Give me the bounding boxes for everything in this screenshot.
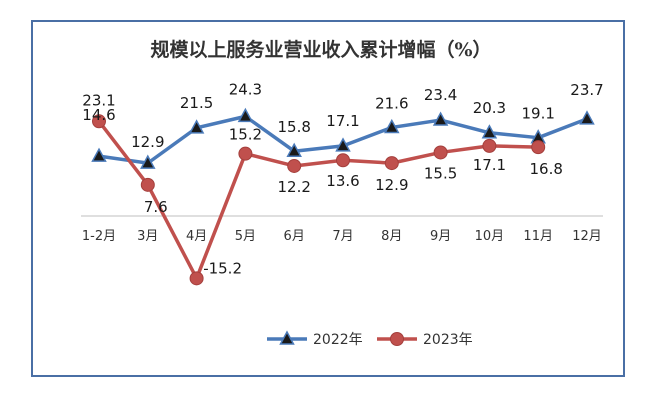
data-point-0-2 — [188, 119, 205, 134]
line-chart: 规模以上服务业营业收入累计增幅（%） 1-2月 3月 4月 5月 6月 7月 8月 9月 10月… — [81, 38, 604, 348]
data-point-1-4 — [287, 158, 302, 173]
data-label-2023-4: 12.2 — [277, 178, 310, 196]
data-label-2022-2: 21.5 — [180, 94, 213, 112]
data-label-2023-0: 23.1 — [82, 91, 115, 109]
chart-frame: 规模以上服务业营业收入累计增幅（%） 1-2月 3月 4月 5月 6月 7月 8月 9月 10月… — [31, 20, 625, 377]
x-tick-label-0: 1-2月 — [82, 229, 116, 244]
data-label-2023-9: 16.8 — [529, 160, 562, 178]
x-tick-label-9: 11月 — [523, 229, 553, 244]
data-point-1-9 — [531, 140, 546, 155]
legend: 2022年 2023年 — [267, 330, 473, 348]
x-tick-label-2: 4月 — [186, 229, 207, 244]
data-label-2022-4: 15.8 — [277, 118, 310, 136]
data-label-2023-6: 12.9 — [375, 176, 408, 194]
data-point-1-6 — [384, 156, 399, 171]
plot-area: 1-2月 3月 4月 5月 6月 7月 8月 9月 10月 11月 12月 14.6 12.9 21.5 2… — [81, 80, 604, 286]
data-point-0-1 — [140, 154, 156, 169]
data-point-0-3 — [237, 107, 254, 123]
x-tick-label-4: 6月 — [284, 229, 305, 244]
data-label-2023-1: 7.6 — [144, 198, 168, 216]
legend-marker-0 — [279, 330, 295, 345]
legend-marker-1 — [390, 332, 404, 346]
data-point-1-2 — [189, 271, 204, 286]
data-label-2023-2: -15.2 — [203, 259, 242, 277]
data-label-2023-3: 15.2 — [229, 126, 262, 144]
data-point-1-1 — [140, 177, 155, 192]
x-tick-label-3: 5月 — [235, 229, 256, 244]
x-tick-label-5: 7月 — [332, 229, 353, 244]
data-point-1-3 — [238, 146, 253, 161]
data-point-0-0 — [91, 147, 107, 162]
data-point-0-5 — [335, 137, 351, 152]
data-label-2022-7: 23.4 — [424, 86, 457, 104]
data-label-2022-10: 23.7 — [570, 81, 603, 99]
data-point-0-7 — [432, 111, 449, 126]
data-label-2023-7: 15.5 — [424, 164, 457, 182]
data-point-1-8 — [482, 138, 497, 153]
data-label-2022-1: 12.9 — [131, 133, 164, 151]
x-tick-label-6: 8月 — [381, 229, 402, 244]
data-point-1-5 — [336, 153, 350, 168]
data-point-0-6 — [384, 118, 400, 134]
data-point-0-10 — [579, 110, 595, 125]
data-label-2022-3: 24.3 — [229, 80, 262, 98]
data-label-2022-6: 21.6 — [375, 94, 408, 112]
chart-title: 规模以上服务业营业收入累计增幅（%） — [150, 38, 491, 61]
data-label-2022-5: 17.1 — [326, 112, 359, 130]
data-point-0-8 — [481, 124, 498, 139]
data-label-2022-8: 20.3 — [473, 99, 506, 117]
x-tick-label-8: 10月 — [475, 229, 505, 244]
data-point-1-0 — [92, 114, 106, 129]
data-label-2023-8: 17.1 — [473, 156, 506, 174]
x-tick-label-1: 3月 — [137, 229, 158, 244]
x-tick-label-10: 12月 — [572, 229, 602, 244]
data-point-1-7 — [433, 145, 448, 160]
x-tick-label-7: 9月 — [430, 229, 451, 244]
data-point-0-4 — [286, 142, 302, 157]
legend-label-1: 2023年 — [423, 332, 473, 348]
data-label-2022-9: 19.1 — [521, 105, 554, 123]
legend-label-0: 2022年 — [313, 332, 363, 348]
data-label-2022-0: 14.6 — [82, 106, 115, 124]
data-label-2023-5: 13.6 — [326, 172, 359, 190]
series-line-1 — [97, 120, 539, 281]
